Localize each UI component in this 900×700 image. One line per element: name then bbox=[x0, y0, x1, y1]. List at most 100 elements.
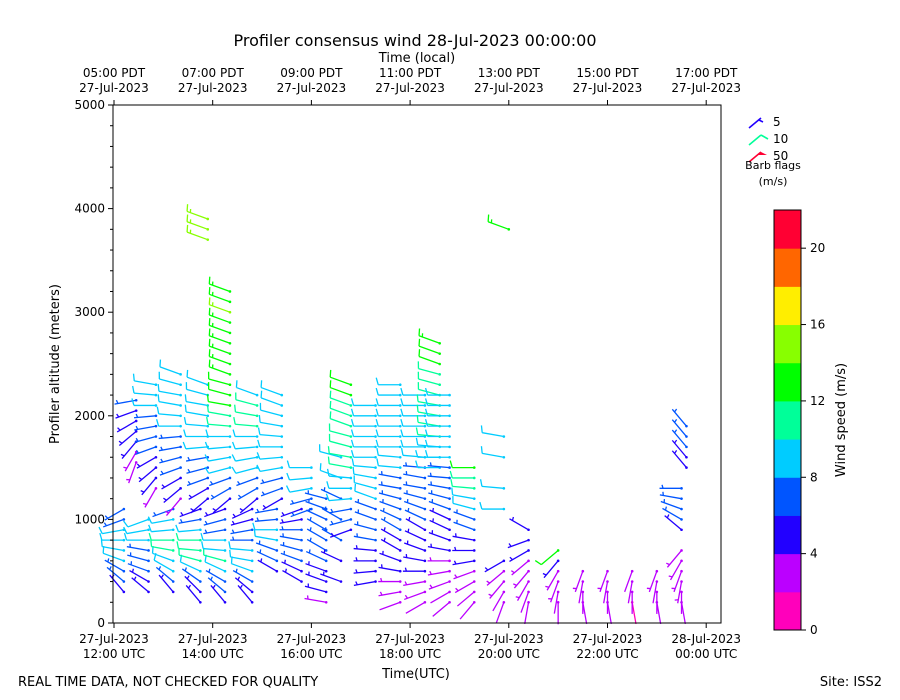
barb-staff bbox=[102, 552, 125, 562]
wind-barb bbox=[671, 408, 688, 428]
barb-full-flag bbox=[327, 446, 330, 454]
barb-staff bbox=[329, 407, 352, 417]
wind-barb bbox=[480, 446, 506, 459]
barb-station-dot bbox=[206, 424, 210, 428]
barb-station-dot bbox=[374, 476, 377, 480]
barb-staff bbox=[207, 577, 226, 593]
barb-staff bbox=[481, 485, 504, 489]
barb-station-dot bbox=[255, 487, 259, 490]
wind-barb bbox=[480, 425, 506, 438]
wind-barb bbox=[153, 552, 175, 573]
wind-barb bbox=[350, 429, 377, 438]
barb-legend-entry: 50 bbox=[748, 149, 788, 163]
wind-barb bbox=[479, 479, 506, 490]
wind-barb bbox=[320, 549, 343, 563]
colorbar: 0 4 8 12 16 20 bbox=[773, 209, 825, 637]
barb-station-dot bbox=[228, 445, 232, 449]
barb-staff bbox=[671, 419, 687, 437]
barb-half-flag bbox=[204, 520, 208, 525]
barb-staff bbox=[418, 345, 440, 355]
barb-full-flag bbox=[208, 307, 211, 316]
wind-barb bbox=[229, 549, 254, 563]
wind-barb bbox=[106, 566, 126, 583]
barb-half-flag bbox=[160, 446, 163, 451]
wind-barb bbox=[404, 499, 427, 511]
barb-full-flag bbox=[204, 454, 209, 462]
barb-station-dot bbox=[349, 497, 353, 500]
barb-station-dot bbox=[472, 497, 476, 500]
barb-staff bbox=[185, 411, 208, 417]
barb-staff bbox=[282, 569, 302, 583]
barb-full-flag bbox=[350, 429, 355, 437]
wind-barb bbox=[572, 569, 585, 593]
barb-half-flag bbox=[184, 567, 187, 572]
wind-barb bbox=[351, 458, 377, 469]
barb-half-flag bbox=[323, 549, 326, 554]
barb-staff bbox=[231, 508, 253, 519]
barb-station-dot bbox=[280, 455, 284, 459]
barb-station-dot bbox=[228, 310, 232, 314]
barb-staff bbox=[329, 529, 352, 538]
barb-station-dot bbox=[275, 549, 279, 552]
barb-staff bbox=[378, 566, 401, 572]
barb-station-dot bbox=[310, 466, 313, 469]
barb-staff bbox=[321, 507, 342, 520]
wind-barb bbox=[427, 462, 451, 469]
barb-station-dot bbox=[255, 414, 259, 418]
wind-barb bbox=[603, 580, 609, 604]
barb-half-flag bbox=[383, 516, 386, 521]
x-tick-date: 27-Jul-2023 bbox=[178, 632, 248, 646]
barb-station-dot bbox=[339, 518, 343, 521]
barb-station-dot bbox=[250, 590, 254, 594]
wind-barb bbox=[260, 380, 284, 397]
wind-barb bbox=[671, 450, 688, 469]
barb-staff bbox=[353, 535, 376, 541]
barb-staff bbox=[492, 591, 505, 612]
barb-station-dot bbox=[250, 507, 254, 511]
barb-station-dot bbox=[527, 580, 530, 583]
barb-station-dot bbox=[199, 518, 202, 521]
barb-staff bbox=[574, 570, 584, 593]
barb-staff bbox=[185, 400, 208, 407]
barb-half-flag bbox=[235, 568, 238, 573]
barb-staff bbox=[329, 386, 352, 396]
colorbar-segment bbox=[774, 362, 801, 402]
legend-barb-pennant bbox=[758, 152, 767, 155]
barb-staff bbox=[255, 508, 277, 514]
wind-barb bbox=[159, 466, 182, 476]
barb-staff bbox=[158, 446, 181, 452]
barb-station-dot bbox=[630, 590, 634, 594]
barb-station-dot bbox=[680, 507, 683, 511]
barb-station-dot bbox=[349, 455, 353, 459]
barb-station-dot bbox=[423, 549, 427, 552]
barb-station-dot bbox=[502, 600, 506, 604]
barb-half-flag bbox=[542, 572, 547, 576]
barb-staff bbox=[378, 465, 401, 469]
barb-staff bbox=[102, 518, 125, 528]
barb-half-flag bbox=[383, 537, 386, 542]
barb-station-dot bbox=[280, 476, 284, 480]
wind-barb bbox=[329, 390, 353, 407]
wind-barb bbox=[449, 470, 476, 480]
barb-station-dot bbox=[472, 466, 476, 469]
wind-barb bbox=[260, 390, 284, 407]
wind-barb bbox=[418, 328, 442, 345]
y-tick-label: 4000 bbox=[74, 202, 105, 216]
wind-barb bbox=[123, 518, 150, 528]
wind-barb bbox=[186, 369, 210, 387]
barb-staff bbox=[230, 518, 253, 526]
barb-staff bbox=[452, 485, 475, 489]
x-tick-time: 20:00 UTC bbox=[478, 647, 540, 661]
wind-barb bbox=[668, 559, 683, 581]
wind-barb bbox=[135, 445, 158, 456]
barb-full-flag bbox=[186, 204, 189, 212]
barb-staff bbox=[209, 283, 231, 293]
barb-station-dot bbox=[228, 424, 232, 428]
barb-half-flag bbox=[674, 418, 678, 423]
barb-full-flag bbox=[233, 416, 236, 425]
barb-full-flag bbox=[156, 406, 160, 415]
y-axis-label: Profiler altitude (meters) bbox=[48, 284, 63, 444]
barb-station-dot bbox=[398, 424, 402, 428]
barb-station-dot bbox=[398, 518, 402, 521]
barb-staff bbox=[232, 569, 253, 583]
